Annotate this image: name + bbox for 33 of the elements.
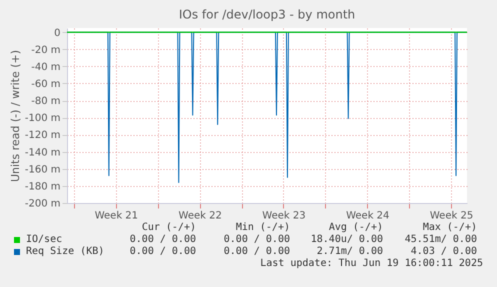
chart-title: IOs for /dev/loop3 - by month bbox=[178, 7, 356, 22]
legend-label: Req Size (KB) bbox=[26, 246, 104, 257]
x-tick-label: Week 22 bbox=[178, 210, 222, 222]
x-tick-label: Week 23 bbox=[262, 210, 306, 222]
y-tick-label: -200 m bbox=[24, 198, 60, 210]
y-tick-label: -80 m bbox=[31, 96, 60, 108]
y-tick-label: -160 m bbox=[24, 164, 60, 176]
y-tick-label: -180 m bbox=[24, 181, 60, 192]
text: 0.00 / 0.00 bbox=[224, 246, 290, 257]
text: Max (-/+) bbox=[422, 222, 477, 233]
y-tick-label: -100 m bbox=[24, 113, 60, 124]
text: Avg (-/+) bbox=[328, 222, 383, 233]
text: 0.00 / 0.00 bbox=[130, 234, 196, 245]
x-tick-label: Week 21 bbox=[94, 210, 138, 222]
text: 18.40u/ 0.00 bbox=[310, 234, 383, 245]
y-tick-label: -60 m bbox=[31, 78, 60, 90]
text: Cur (-/+) bbox=[142, 222, 196, 233]
text: 4.03 / 0.00 bbox=[410, 246, 477, 257]
text: 0.00 / 0.00 bbox=[130, 246, 196, 257]
legend-label: IO/sec bbox=[26, 234, 62, 245]
x-tick-label: Week 24 bbox=[346, 210, 390, 222]
text: 45.51m/ 0.00 bbox=[404, 234, 477, 245]
y-axis-title: Units read (-) / write (+) bbox=[8, 50, 22, 182]
text: 0.00 / 0.00 bbox=[224, 234, 290, 245]
y-tick-label: 0 bbox=[54, 28, 60, 39]
x-tick-label: Week 25 bbox=[430, 210, 474, 222]
text: Last update: Thu Jun 19 16:00:11 2025 bbox=[260, 258, 483, 269]
y-tick-label: -120 m bbox=[24, 130, 60, 142]
y-tick-label: -40 m bbox=[31, 62, 60, 73]
text: 2.71m/ 0.00 bbox=[316, 246, 383, 257]
y-tick-label: -140 m bbox=[24, 147, 60, 158]
text: Min (-/+) bbox=[236, 222, 290, 233]
y-tick-label: -20 m bbox=[31, 44, 60, 56]
